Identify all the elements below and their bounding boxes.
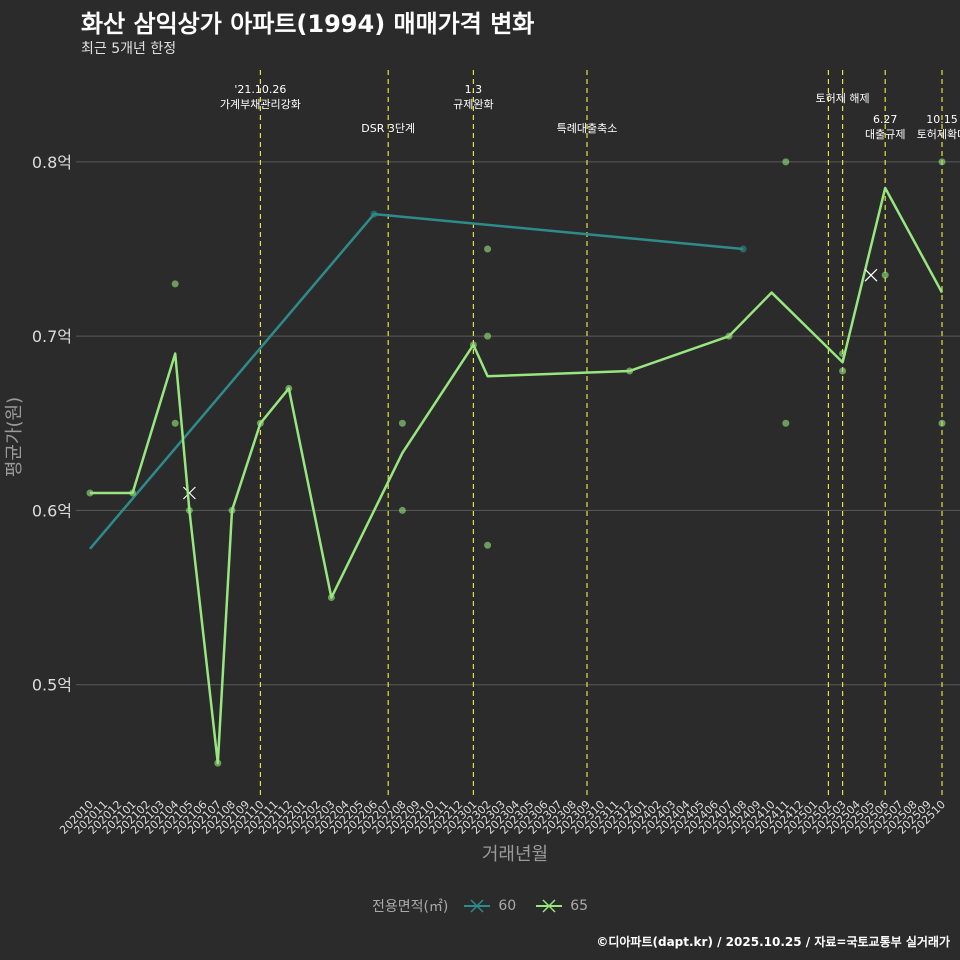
data-point-65 [484, 332, 492, 340]
data-point-65 [484, 541, 492, 549]
data-point-65 [782, 419, 790, 427]
data-point-65 [214, 759, 222, 767]
legend-title: 전용면적(㎡) [371, 899, 449, 915]
data-point-65 [782, 158, 790, 166]
event-label: 6.27 [873, 113, 898, 126]
data-point-65 [938, 158, 946, 166]
data-point-65 [185, 506, 193, 514]
event-label: DSR 3단계 [361, 122, 415, 135]
data-point-65 [725, 332, 733, 340]
event-label: '21.10.26 [234, 83, 286, 96]
series-layer [86, 158, 946, 767]
data-point-65 [839, 350, 847, 358]
y-axis-title: 평균가(원) [4, 397, 25, 477]
cross-marker-60 [182, 486, 196, 500]
legend-label-65: 65 [570, 898, 589, 914]
chart-subtitle: 최근 5개년 한정 [81, 41, 177, 57]
data-point-65 [327, 594, 335, 602]
legend-swatch-65-icon [536, 899, 563, 913]
data-point-65 [469, 341, 477, 349]
y-tick-label: 0.7억 [32, 327, 72, 346]
data-point-65 [484, 245, 492, 253]
data-point-60 [370, 210, 378, 218]
x-axis: 2020102020112020122021012021022021032021… [57, 798, 948, 837]
grid-lines [76, 161, 960, 686]
data-point-65 [285, 384, 293, 392]
data-point-65 [398, 506, 406, 514]
y-tick-label: 0.8억 [32, 153, 72, 172]
source-caption: ©디아파트(dapt.kr) / 2025.10.25 / 자료=국토교통부 실… [596, 935, 950, 949]
x-axis-title: 거래년월 [482, 844, 548, 865]
data-point-65 [256, 419, 264, 427]
cross-stroke [182, 486, 196, 500]
cross-stroke [864, 268, 878, 282]
event-label: 10.15 [926, 113, 958, 126]
y-tick-label: 0.5억 [32, 676, 72, 695]
event-label: 토허제확대 [917, 128, 960, 141]
cross-marker-65 [864, 268, 878, 282]
event-label: 특례대출축소 [557, 122, 618, 135]
chart-title: 화산 삼익상가 아파트(1994) 매매가격 변화 [81, 10, 535, 38]
data-point-65 [228, 506, 236, 514]
legend-item-65: 65 [534, 898, 588, 914]
y-tick-label: 0.6억 [32, 501, 72, 520]
legend-swatch-60-icon [464, 899, 491, 913]
y-axis: 0.5억 0.6억 0.7억 0.8억 [32, 153, 72, 695]
data-point-65 [881, 271, 889, 279]
series-line-65 [90, 186, 944, 765]
data-point-65 [171, 419, 179, 427]
event-label: 토허제 해제 [816, 91, 870, 105]
data-point-65 [626, 367, 634, 375]
data-point-65 [839, 367, 847, 375]
data-point-65 [171, 280, 179, 288]
legend-item-60: 60 [462, 898, 516, 914]
legend-label-60: 60 [498, 898, 517, 914]
event-label: 규제완화 [453, 98, 493, 111]
data-point-65 [938, 419, 946, 427]
legend: 전용면적(㎡) 60 65 [0, 896, 960, 916]
event-label: 1.3 [465, 83, 483, 96]
data-point-65 [129, 489, 137, 497]
event-label: 가계부채관리강화 [220, 98, 301, 111]
data-point-60 [739, 245, 747, 253]
event-label: 대출규제 [865, 128, 905, 141]
data-point-65 [86, 489, 94, 497]
data-point-65 [398, 419, 406, 427]
